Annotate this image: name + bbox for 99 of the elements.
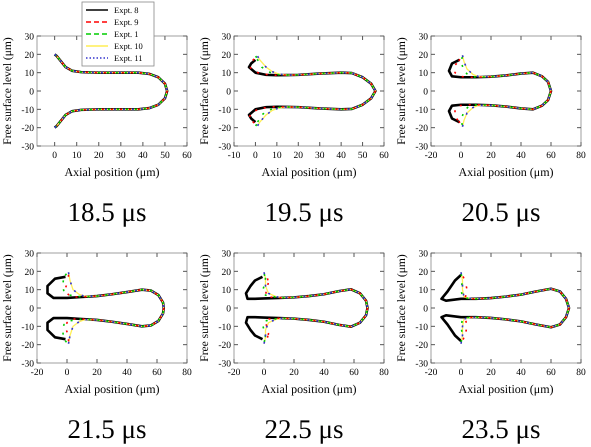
y-tick-label: 30 [222, 250, 232, 260]
y-tick-label: 30 [418, 250, 428, 260]
x-tick-label: 0 [262, 368, 267, 378]
y-tick-label: 30 [418, 32, 428, 42]
x-tick-label: 40 [122, 368, 132, 378]
y-tick-label: -30 [218, 360, 232, 370]
x-tick-label: 60 [349, 368, 359, 378]
y-tick-label: -30 [218, 142, 232, 152]
y-tick-label: -30 [415, 360, 428, 370]
x-tick-label: 40 [138, 151, 148, 161]
y-tick-label: 10 [222, 286, 232, 296]
x-axis-title: Axial position (μm) [64, 165, 160, 179]
x-tick-label: 40 [336, 151, 346, 161]
x-tick-label: 0 [253, 151, 258, 161]
x-tick-label: 60 [379, 151, 389, 161]
y-tick-label: -30 [21, 142, 34, 152]
y-axis-title: Free surface level (μm) [199, 37, 211, 145]
x-tick-label: 40 [516, 151, 526, 161]
y-axis-title: Free surface level (μm) [199, 254, 211, 362]
x-tick-label: 40 [516, 368, 526, 378]
y-tick-label: 20 [24, 268, 34, 278]
x-tick-label: 20 [486, 368, 496, 378]
y-tick-label: 10 [418, 286, 428, 296]
y-tick-label: -10 [415, 106, 428, 116]
x-tick-label: 60 [546, 368, 556, 378]
x-axis-title: Axial position (μm) [261, 382, 357, 396]
y-tick-label: 10 [24, 69, 34, 80]
y-tick-label: 0 [423, 88, 428, 98]
legend-label: Expt. 1 [114, 29, 139, 39]
y-tick-label: 20 [222, 50, 232, 61]
y-tick-label: 20 [418, 50, 428, 61]
y-tick-label: -10 [21, 322, 34, 333]
x-tick-label: 30 [116, 151, 126, 161]
x-tick-label: 80 [576, 368, 586, 378]
x-axis-title: Axial position (μm) [458, 165, 554, 179]
y-tick-label: -30 [415, 142, 428, 152]
x-tick-label: 20 [92, 368, 102, 378]
x-tick-label: 50 [358, 151, 368, 161]
y-tick-label: -10 [218, 106, 232, 116]
x-tick-label: 20 [486, 151, 496, 161]
y-axis-title: Free surface level (μm) [396, 37, 408, 145]
y-tick-label: -10 [218, 322, 232, 333]
y-tick-label: 0 [226, 88, 232, 98]
legend-label: Expt. 10 [114, 41, 143, 51]
y-tick-label: 20 [24, 50, 34, 61]
legend-label: Expt. 9 [114, 17, 139, 27]
x-tick-label: 60 [182, 151, 192, 161]
x-tick-label: 30 [314, 151, 325, 161]
legend-label: Expt. 8 [114, 5, 139, 15]
y-tick-label: -30 [21, 360, 34, 370]
x-tick-label: 10 [272, 151, 282, 161]
x-tick-label: 40 [319, 368, 329, 378]
y-tick-label: 0 [226, 304, 232, 314]
y-tick-label: 30 [24, 32, 34, 42]
x-tick-label: 20 [94, 151, 104, 161]
text: 20.5 μs [462, 197, 540, 227]
y-tick-label: 0 [423, 304, 428, 314]
y-tick-label: 0 [29, 304, 34, 314]
y-tick-label: 30 [222, 32, 232, 42]
x-tick-label: 0 [64, 368, 70, 378]
y-tick-label: 10 [222, 69, 232, 80]
x-tick-label: 0 [52, 151, 58, 161]
x-axis-title: Axial position (μm) [64, 382, 160, 396]
x-tick-label: 80 [576, 151, 586, 161]
y-tick-label: -20 [218, 124, 232, 134]
x-tick-label: 20 [289, 368, 299, 378]
x-tick-label: 80 [182, 368, 192, 378]
x-axis-title: Axial position (μm) [458, 382, 554, 396]
y-tick-label: -10 [415, 322, 428, 333]
y-tick-label: -20 [21, 124, 34, 134]
text: 22.5 μs [264, 414, 344, 444]
y-axis-title: Free surface level (μm) [396, 254, 408, 362]
y-tick-label: 10 [24, 286, 34, 296]
x-tick-label: 10 [72, 151, 82, 161]
text: 18.5 μs [68, 197, 146, 227]
x-tick-label: 0 [458, 368, 464, 378]
y-tick-label: 0 [29, 88, 34, 98]
y-tick-label: 20 [222, 268, 232, 278]
text: 23.5 μs [462, 414, 540, 444]
x-tick-label: 50 [160, 151, 170, 161]
x-tick-label: 0 [458, 151, 464, 161]
x-tick-label: 20 [294, 151, 304, 161]
y-axis-title: Free surface level (μm) [2, 254, 14, 362]
y-tick-label: -10 [21, 106, 34, 116]
x-tick-label: 60 [546, 151, 556, 161]
y-tick-label: -20 [21, 341, 34, 352]
legend-label: Expt. 11 [114, 53, 142, 63]
y-axis-title: Free surface level (μm) [2, 37, 14, 145]
y-tick-label: -20 [415, 124, 428, 134]
text: 19.5 μs [264, 197, 344, 227]
y-tick-label: -20 [218, 341, 232, 352]
y-tick-label: 30 [24, 250, 34, 260]
text: 21.5 μs [68, 414, 146, 444]
y-tick-label: -20 [415, 341, 428, 352]
x-axis-title: Axial position (μm) [261, 165, 357, 179]
x-tick-label: 80 [379, 368, 389, 378]
y-tick-label: 20 [418, 268, 428, 278]
y-tick-label: 10 [418, 69, 428, 80]
x-tick-label: 60 [152, 368, 162, 378]
